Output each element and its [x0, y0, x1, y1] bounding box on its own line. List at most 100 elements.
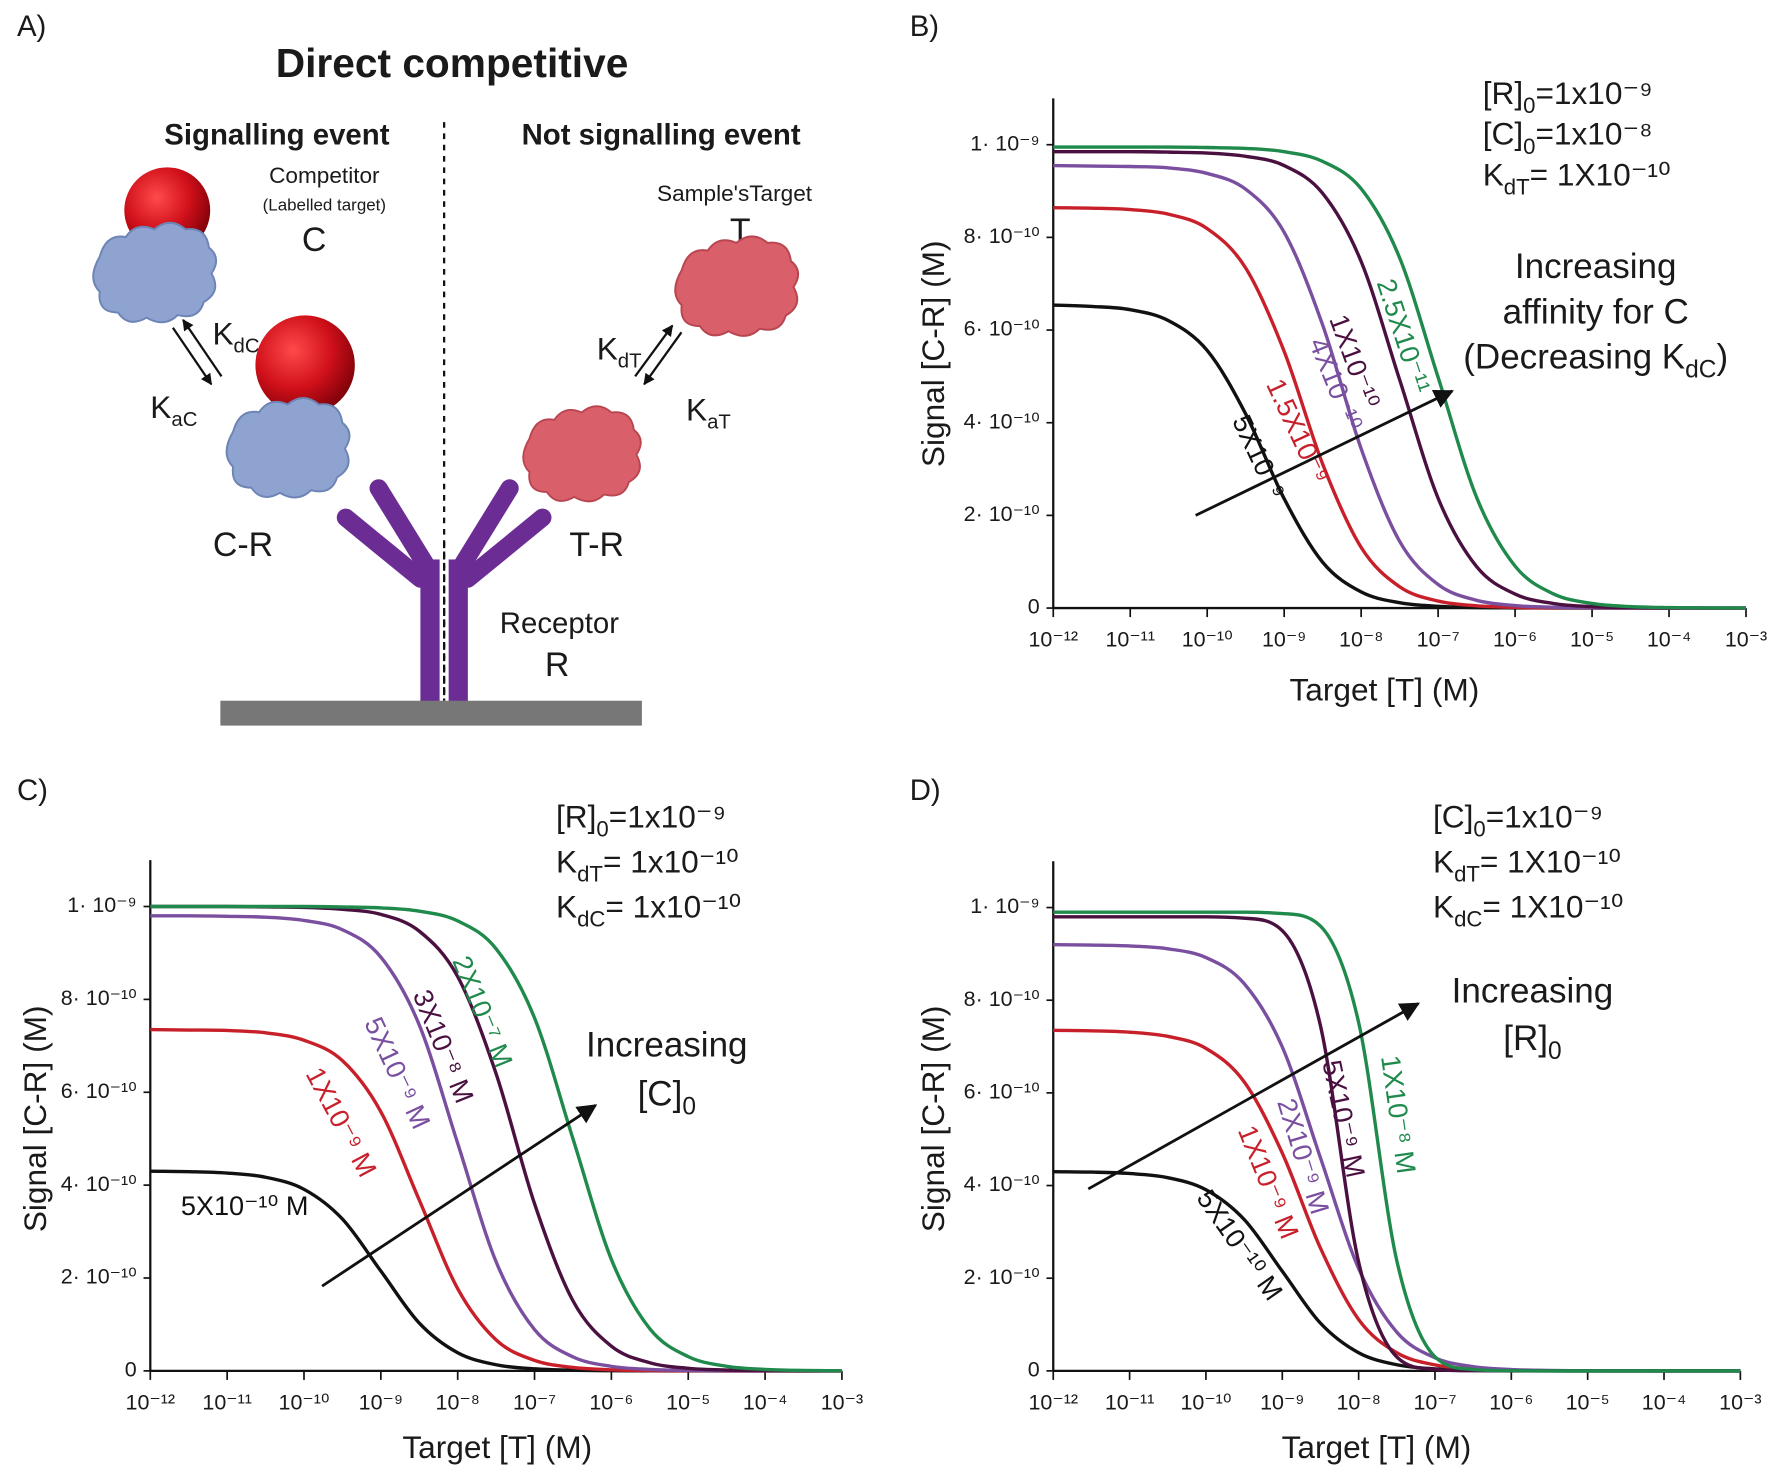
- rich-text: KdT= 1x10⁻¹⁰: [556, 844, 739, 887]
- text-main: K: [1483, 156, 1504, 192]
- text-main: affinity for C: [1503, 292, 1689, 331]
- competitor-blob: [92, 221, 218, 324]
- x-tick-label: 10⁻⁴: [1642, 1390, 1686, 1414]
- label: T-R: [569, 526, 624, 564]
- y-axis-label: Signal [C-R] (M): [915, 1006, 951, 1233]
- text-rest: =1x10⁻⁹: [1486, 798, 1603, 834]
- rate-sub: aT: [707, 411, 731, 433]
- arrow: [634, 324, 674, 378]
- text-main: K: [556, 889, 577, 925]
- receptor-stem: [420, 559, 440, 705]
- y-tick-label: 8· 10⁻¹⁰: [61, 986, 137, 1010]
- y-tick-label: 2· 10⁻¹⁰: [61, 1265, 137, 1289]
- y-tick-label: 0: [125, 1358, 137, 1382]
- x-tick-label: 10⁻¹⁰: [1182, 627, 1233, 651]
- rate-sub: aC: [171, 409, 197, 431]
- y-tick-label: 6· 10⁻¹⁰: [964, 317, 1040, 341]
- text-rest: = 1x10⁻¹⁰: [603, 844, 739, 880]
- label: (Labelled target): [263, 195, 386, 214]
- y-tick-label: 4· 10⁻¹⁰: [61, 1172, 137, 1196]
- competitor-blob: [225, 396, 351, 499]
- x-tick-label: 10⁻⁶: [589, 1390, 633, 1414]
- x-tick-label: 10⁻³: [1725, 627, 1767, 651]
- rich-text: [C]0=1x10⁻⁸: [1483, 116, 1653, 159]
- diagram: A) Direct competitive Signalling event N…: [17, 10, 813, 726]
- x-tick-label: 10⁻³: [1719, 1390, 1761, 1414]
- x-tick-label: 10⁻¹²: [1028, 1390, 1078, 1414]
- x-axis-label: Target [T] (M): [1289, 672, 1479, 708]
- y-tick-label: 8· 10⁻¹⁰: [964, 224, 1040, 248]
- rate-constant: KdC: [212, 316, 259, 358]
- receptor: [336, 479, 552, 588]
- panel-label: D): [910, 774, 941, 807]
- label: Sample'sTarget: [657, 181, 813, 206]
- text-main: Increasing: [1515, 247, 1677, 286]
- text-sub: dT: [577, 862, 603, 887]
- arrow: [182, 318, 223, 378]
- rich-text: [C]0: [638, 1074, 696, 1120]
- text-rest: =1x10⁻⁹: [609, 798, 726, 834]
- x-tick-label: 10⁻⁶: [1493, 627, 1537, 651]
- x-tick-label: 10⁻¹⁰: [1180, 1390, 1231, 1414]
- y-tick-label: 8· 10⁻¹⁰: [964, 987, 1040, 1011]
- x-tick-label: 10⁻¹²: [126, 1390, 176, 1414]
- surface: [220, 700, 642, 726]
- x-tick-label: 10⁻⁸: [436, 1390, 480, 1414]
- x-tick-label: 10⁻¹¹: [1105, 1390, 1155, 1414]
- target-blob: [674, 235, 800, 337]
- rich-text: KdT= 1X10⁻¹⁰: [1433, 844, 1621, 887]
- y-tick-label: 1· 10⁻⁹: [970, 131, 1039, 155]
- panel-label: C): [17, 774, 48, 807]
- x-tick-label: 10⁻⁸: [1339, 627, 1383, 651]
- rate-constant: KdT: [597, 330, 642, 372]
- competitor-label-sphere: [255, 315, 355, 415]
- rate-main: K: [597, 330, 618, 366]
- rich-text: KdT= 1X10⁻¹⁰: [1483, 156, 1671, 199]
- y-axis-label: Signal [C-R] (M): [915, 240, 951, 467]
- text-rest: = 1X10⁻¹⁰: [1480, 844, 1621, 880]
- curve: [1053, 145, 1747, 610]
- label: C: [302, 221, 326, 259]
- text-rest: = 1x10⁻¹⁰: [605, 889, 741, 925]
- x-tick-label: 10⁻¹¹: [202, 1390, 252, 1414]
- arrow: [171, 327, 213, 386]
- x-axis-label: Target [T] (M): [402, 1429, 592, 1465]
- x-tick-label: 10⁻³: [821, 1390, 863, 1414]
- x-tick-label: 10⁻⁴: [743, 1390, 787, 1414]
- x-tick-label: 10⁻⁷: [1413, 1390, 1456, 1414]
- x-axis-label: Target [T] (M): [1282, 1429, 1472, 1465]
- text-sub: dC: [1685, 357, 1716, 384]
- text-main: [R]: [556, 798, 596, 834]
- text-main: (Decreasing K: [1463, 337, 1685, 376]
- curve: [1053, 910, 1741, 1373]
- label: Receptor: [500, 607, 619, 640]
- y-tick-label: 2· 10⁻¹⁰: [964, 1265, 1040, 1289]
- text-rest: =1x10⁻⁸: [1535, 116, 1652, 152]
- x-tick-label: 10⁻¹¹: [1105, 627, 1155, 651]
- rich-text: Increasing: [586, 1026, 748, 1065]
- x-tick-label: 10⁻⁵: [1566, 1390, 1610, 1414]
- y-tick-label: 1· 10⁻⁹: [970, 894, 1039, 918]
- text-sub: 0: [682, 1093, 696, 1120]
- y-tick-label: 6· 10⁻¹⁰: [964, 1080, 1040, 1104]
- x-tick-label: 10⁻⁵: [666, 1390, 710, 1414]
- text-main: K: [1433, 889, 1454, 925]
- rich-text: [R]0=1x10⁻⁹: [1483, 75, 1653, 118]
- receptor-stem: [448, 559, 468, 705]
- rich-text: Increasing: [1515, 247, 1677, 286]
- label: C-R: [213, 526, 273, 564]
- heading: Not signalling event: [522, 119, 801, 152]
- x-tick-label: 10⁻⁸: [1336, 1390, 1380, 1414]
- x-tick-label: 10⁻¹²: [1028, 627, 1078, 651]
- rate-sub: dT: [618, 350, 642, 372]
- x-tick-label: 10⁻⁹: [1260, 1390, 1304, 1414]
- label: R: [545, 646, 569, 684]
- y-tick-label: 2· 10⁻¹⁰: [964, 502, 1040, 526]
- text-sub: 0: [1523, 134, 1535, 159]
- x-tick-label: 10⁻¹⁰: [279, 1390, 330, 1414]
- x-tick-label: 10⁻⁷: [1417, 627, 1460, 651]
- rich-text: [C]0=1x10⁻⁹: [1433, 798, 1603, 841]
- trend-arrow: [1087, 1002, 1421, 1191]
